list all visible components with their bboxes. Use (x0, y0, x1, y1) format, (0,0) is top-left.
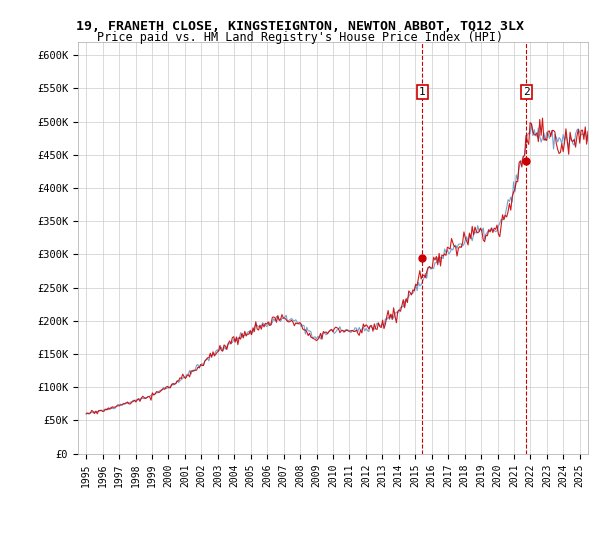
Text: 1: 1 (419, 87, 426, 97)
Text: 19, FRANETH CLOSE, KINGSTEIGNTON, NEWTON ABBOT, TQ12 3LX: 19, FRANETH CLOSE, KINGSTEIGNTON, NEWTON… (76, 20, 524, 32)
Text: Price paid vs. HM Land Registry's House Price Index (HPI): Price paid vs. HM Land Registry's House … (97, 31, 503, 44)
Text: 2: 2 (523, 87, 530, 97)
